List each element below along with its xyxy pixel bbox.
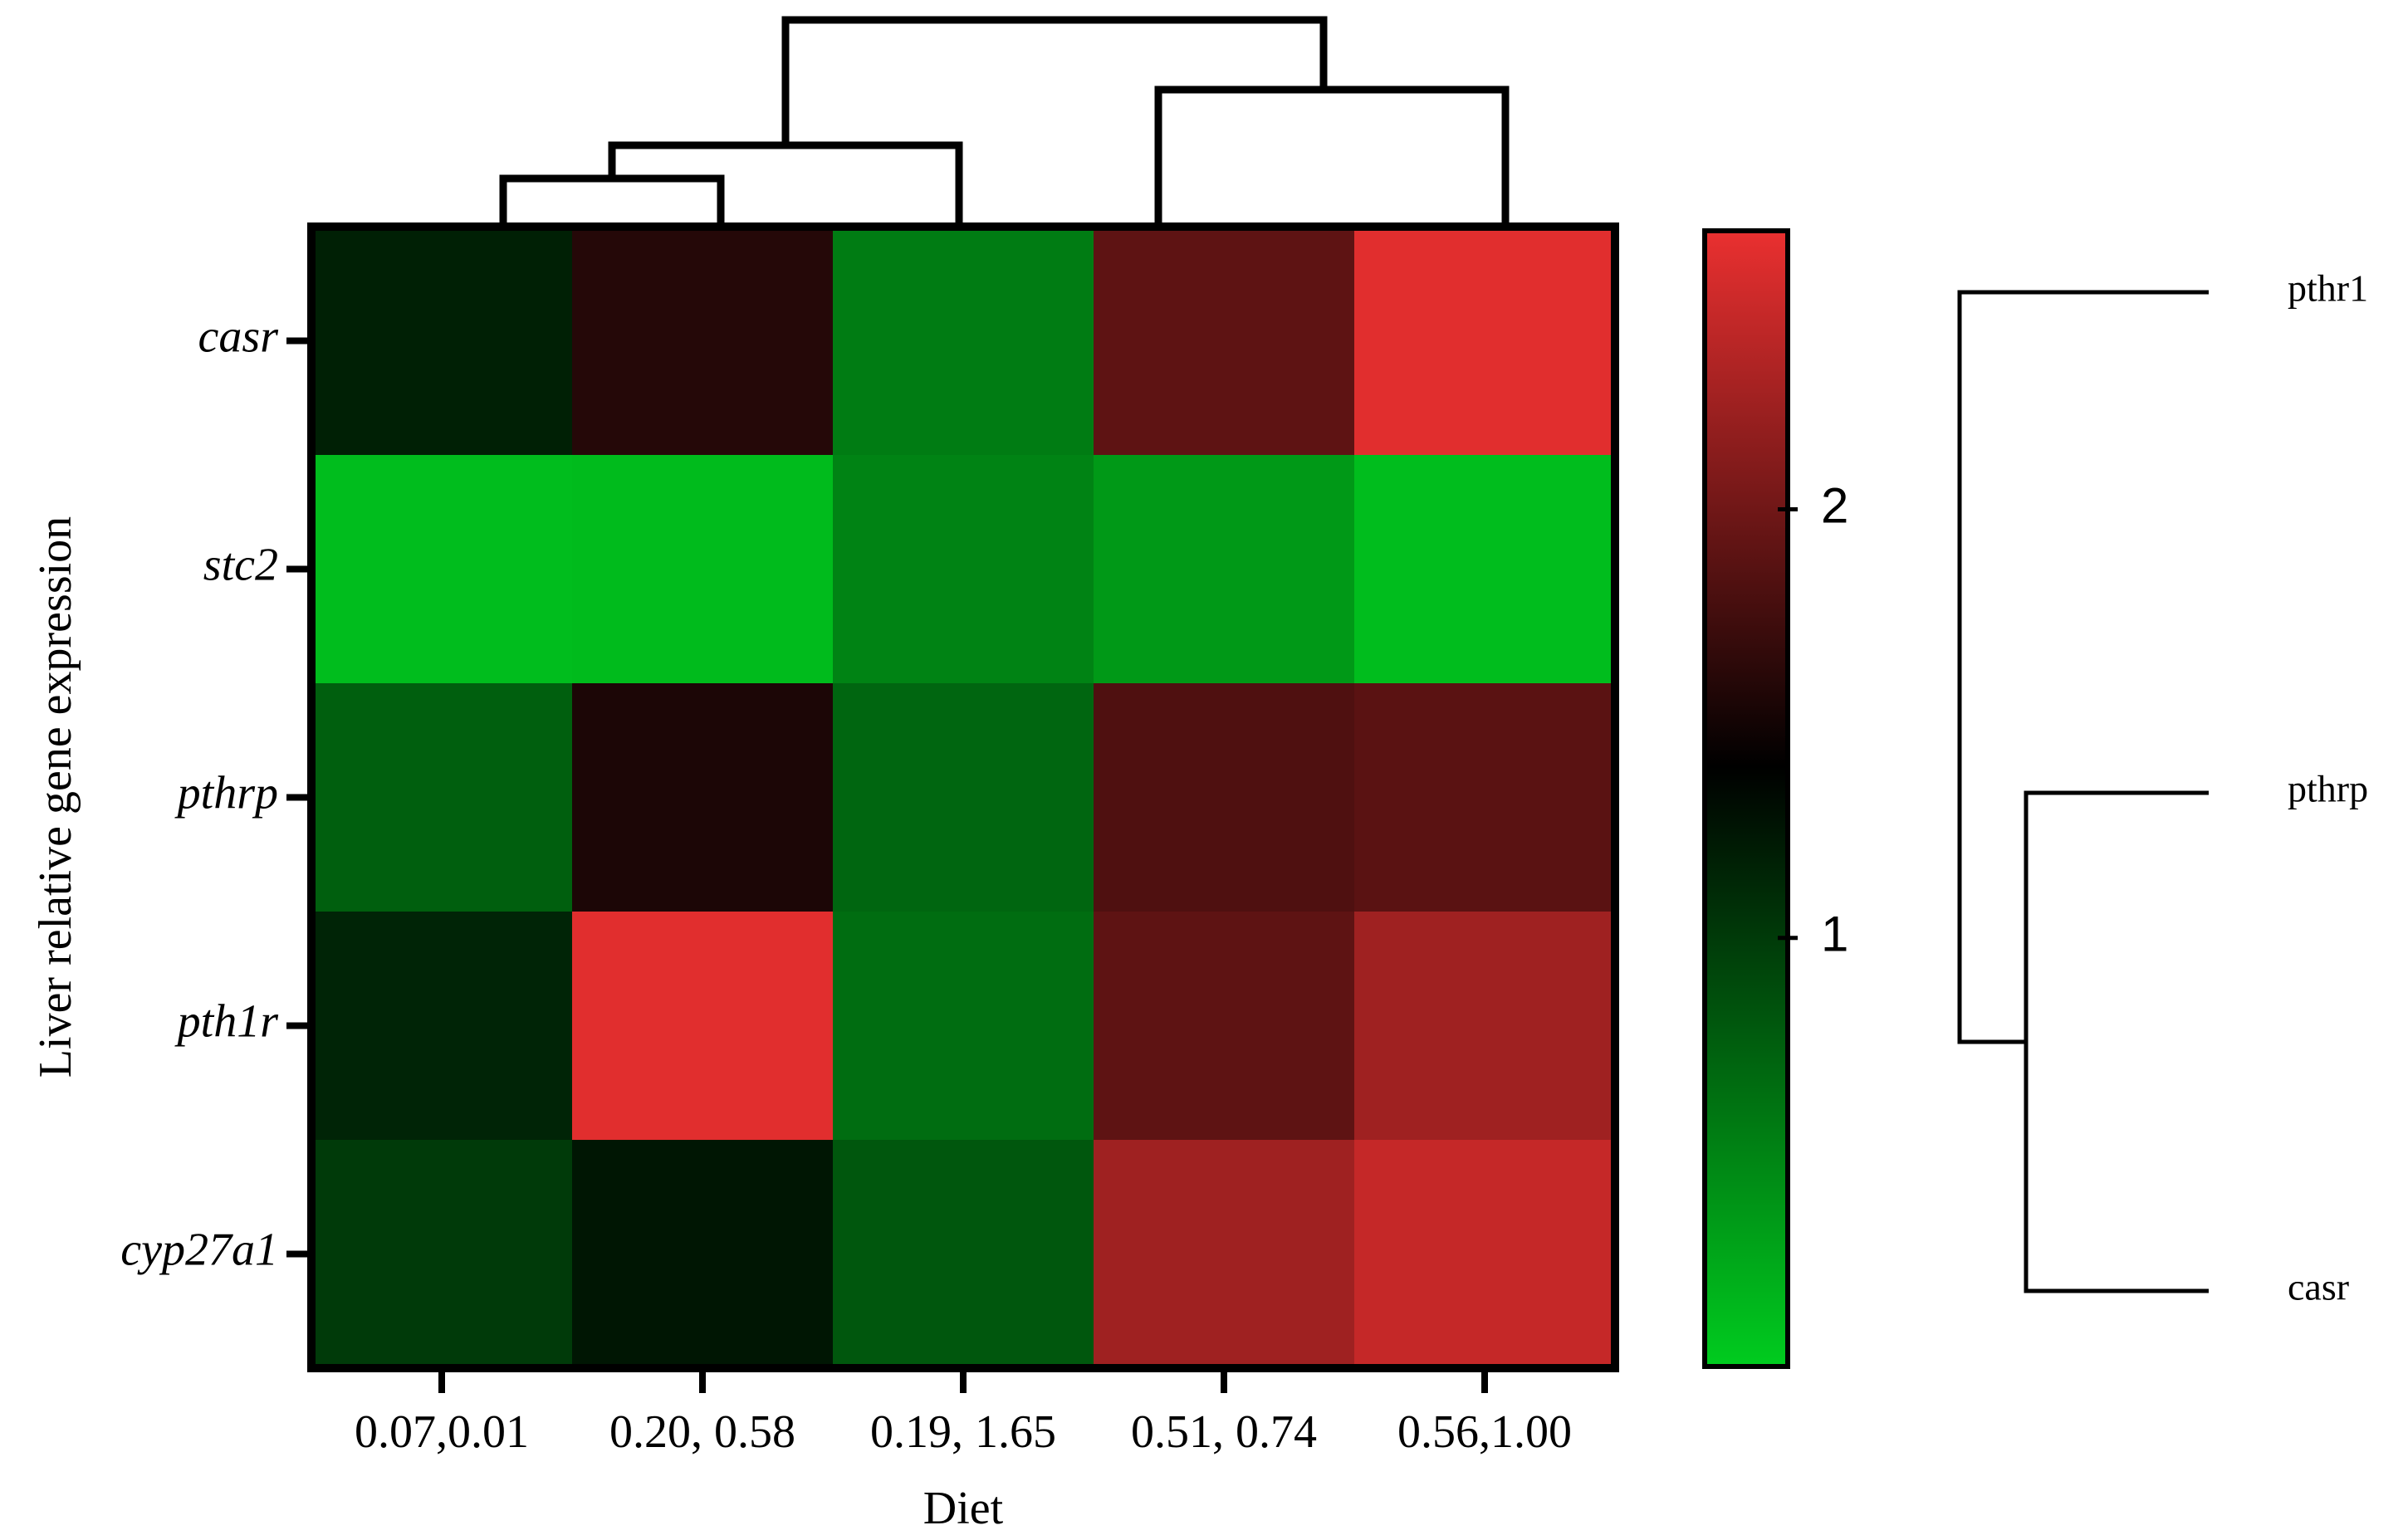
row-dendrogram-label: pthr1 (2288, 267, 2368, 310)
heatmap-cell (572, 1140, 834, 1369)
column-label: 0.20, 0.58 (609, 1406, 795, 1458)
row-label: pth1r (174, 995, 279, 1047)
column-dendrogram (499, 16, 1510, 227)
heatmap-cell (311, 912, 573, 1141)
heatmap-cell (311, 1140, 573, 1369)
heatmap-cell (1354, 227, 1616, 456)
row-label: casr (198, 310, 279, 362)
row-label: pthrp (174, 767, 278, 819)
column-label: 0.51, 0.74 (1131, 1406, 1317, 1458)
heatmap-cell (1094, 1140, 1355, 1369)
heatmap-cell (572, 227, 834, 456)
colorbar-tick-label: 2 (1821, 477, 1848, 533)
row-label: stc2 (203, 539, 278, 590)
colorbar (1702, 228, 1790, 1369)
heatmap-cell (1094, 912, 1355, 1141)
heatmap-cell (311, 683, 573, 912)
heatmap-cell (833, 227, 1094, 456)
row-labels: casr stc2 pthrp pth1r cyp27a1 (120, 310, 307, 1275)
x-axis-label: Diet (923, 1483, 1004, 1534)
heatmap-cell (833, 1140, 1094, 1369)
heatmap-cell (311, 455, 573, 684)
column-label: 0.56,1.00 (1397, 1406, 1572, 1458)
column-label: 0.19, 1.65 (870, 1406, 1056, 1458)
heatmap-cell (572, 455, 834, 684)
y-axis-label: Liver relative gene expression (30, 516, 81, 1078)
heatmap-cell (572, 683, 834, 912)
row-dendrogram (1957, 290, 2209, 1293)
column-label: 0.07,0.01 (355, 1406, 529, 1458)
heatmap-cell (1094, 227, 1355, 456)
row-dendrogram-label: pthrp (2288, 768, 2368, 810)
colorbar-tick-label: 1 (1821, 907, 1848, 962)
heatmap-cells (311, 227, 1616, 1369)
heatmap-cell (833, 455, 1094, 684)
heatmap-cell (1354, 455, 1616, 684)
row-dendrogram-label: casr (2288, 1266, 2349, 1308)
heatmap-cell (311, 227, 573, 456)
column-labels: 0.07,0.01 0.20, 0.58 0.19, 1.65 0.51, 0.74 0… (355, 1372, 1572, 1458)
row-label: cyp27a1 (120, 1224, 278, 1275)
heatmap-cell (1354, 912, 1616, 1141)
heatmap-cell (833, 912, 1094, 1141)
colorbar-ticks: 12 (1778, 477, 1848, 962)
heatmap-cell (1094, 455, 1355, 684)
heatmap-cell (1354, 683, 1616, 912)
heatmap-cell (572, 912, 834, 1141)
heatmap-cell (1354, 1140, 1616, 1369)
heatmap-cell (1094, 683, 1355, 912)
heatmap-frame (307, 222, 1619, 1372)
heatmap-cell (833, 683, 1094, 912)
